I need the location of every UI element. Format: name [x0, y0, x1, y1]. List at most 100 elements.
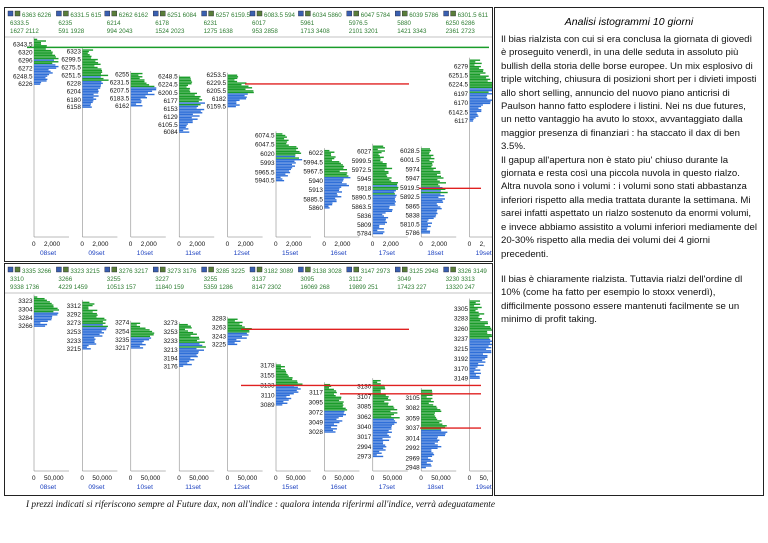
volume-bar [82, 57, 92, 59]
volume-bar [179, 112, 203, 114]
volume-bar [469, 80, 488, 82]
volume-bar [82, 101, 93, 104]
volume-bar [276, 147, 298, 150]
volume-bar [469, 113, 478, 116]
day-label: 19set [476, 484, 492, 491]
x-tick-label: 2,000 [383, 241, 399, 248]
volume-bar [324, 420, 343, 422]
volume-bar [469, 85, 492, 87]
volume-bar [372, 213, 383, 216]
volume-bar [179, 126, 186, 128]
volume-bar [179, 346, 206, 348]
x-tick-label: 2,000 [92, 241, 108, 248]
header-icon [104, 10, 111, 17]
volume-bar [82, 93, 94, 96]
volume-bar [324, 194, 338, 196]
volume-bar [34, 38, 38, 41]
day-header-volume: 1713 3408 [300, 28, 330, 35]
price-level-label: 5885.5 [303, 196, 323, 203]
volume-bar [82, 79, 109, 81]
volume-bar [179, 335, 191, 337]
volume-bar [372, 151, 382, 154]
day-label: 18set [427, 250, 443, 257]
volume-bar [82, 333, 100, 336]
volume-bar [469, 366, 478, 368]
volume-bar [227, 337, 247, 339]
volume-bar [276, 160, 295, 163]
price-level-label: 2948 [405, 465, 420, 472]
day-header-volume: 9338 1736 [10, 284, 40, 291]
price-level-label: 5919.5 [400, 185, 420, 192]
volume-bar [372, 193, 395, 195]
volume-bar [469, 65, 481, 68]
volume-bar [82, 336, 95, 339]
volume-bar [372, 148, 378, 151]
volume-bar [324, 162, 341, 165]
volume-bar [82, 344, 89, 347]
volume-bar [421, 466, 426, 469]
volume-bar [276, 388, 301, 390]
volume-bar [324, 410, 345, 413]
volume-bar [421, 450, 432, 453]
volume-bar [469, 353, 483, 355]
x-tick-label: 0 [419, 475, 423, 482]
volume-bar [372, 438, 383, 440]
day-label: 10set [137, 250, 153, 257]
volume-bar [324, 413, 346, 416]
volume-bar [130, 327, 146, 329]
volume-bar [179, 343, 200, 345]
volume-bar [469, 343, 492, 346]
volume-bar [82, 50, 89, 53]
volume-bar [276, 152, 302, 154]
volume-bar [421, 206, 441, 208]
volume-bar [82, 312, 97, 315]
volume-bar [469, 105, 482, 108]
volume-bar [469, 351, 492, 354]
price-level-label: 3233 [163, 338, 178, 345]
volume-bar [276, 168, 291, 171]
volume-bar [372, 420, 396, 422]
volume-bar [130, 85, 155, 88]
price-level-label: 5860 [309, 205, 324, 212]
volume-bar [372, 166, 387, 168]
volume-bar [227, 105, 236, 108]
volume-bar [130, 332, 155, 334]
volume-bar [469, 342, 491, 344]
volume-bar [179, 108, 205, 111]
price-level-label: 6197 [454, 91, 469, 98]
volume-bar [82, 69, 102, 72]
volume-bar [34, 309, 59, 311]
price-level-label: 3312 [67, 303, 82, 310]
header-icon [7, 10, 14, 17]
day-label: 16set [330, 484, 346, 491]
x-tick-label: 0 [468, 475, 472, 482]
volume-bar [469, 70, 484, 73]
price-level-label: 3176 [163, 363, 178, 370]
volume-bar [372, 228, 384, 230]
volume-bar [179, 338, 200, 340]
day-header-volume: 17423 227 [397, 284, 427, 291]
price-level-label: 3105 [405, 395, 420, 402]
volume-bar [421, 156, 432, 158]
volume-bar [82, 316, 97, 318]
volume-bar [421, 409, 441, 411]
volume-bar [469, 354, 488, 357]
x-tick-label: 2,000 [286, 241, 302, 248]
volume-bar [179, 97, 200, 99]
volume-bar [469, 361, 486, 363]
volume-bar [276, 155, 296, 158]
volume-bar [372, 194, 397, 197]
volume-bar [82, 66, 98, 69]
volume-bar [421, 429, 442, 432]
volume-bar [179, 129, 184, 132]
volume-bar [324, 398, 342, 400]
day-header-high-low: 6363 6226 [22, 12, 52, 19]
volume-bar [372, 188, 398, 190]
volume-bar [372, 379, 381, 382]
volume-bar [469, 101, 491, 103]
volume-bar [130, 343, 146, 346]
volume-bar [227, 335, 242, 338]
volume-bar [372, 405, 394, 408]
volume-bar [276, 378, 293, 381]
day-header-high-low: 3326 3149 [458, 268, 488, 275]
